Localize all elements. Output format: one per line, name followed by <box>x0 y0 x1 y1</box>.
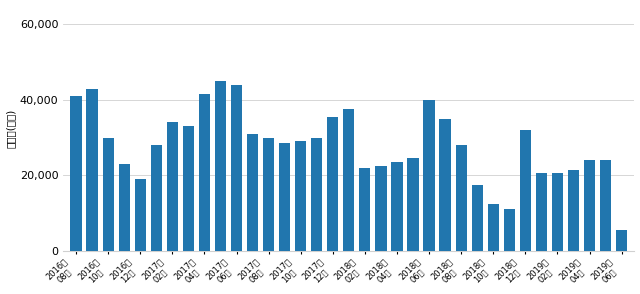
Bar <box>616 230 627 251</box>
Bar <box>215 81 226 251</box>
Bar <box>568 170 579 251</box>
Bar <box>536 173 547 251</box>
Bar <box>600 160 611 251</box>
Bar <box>183 126 194 251</box>
Bar <box>391 162 403 251</box>
Bar <box>166 123 178 251</box>
Bar <box>118 164 130 251</box>
Bar <box>375 166 387 251</box>
Bar <box>247 134 258 251</box>
Bar <box>424 100 435 251</box>
Bar <box>70 96 82 251</box>
Bar <box>472 185 483 251</box>
Bar <box>311 138 323 251</box>
Bar <box>327 117 339 251</box>
Bar <box>343 109 355 251</box>
Bar <box>134 179 146 251</box>
Bar <box>231 85 242 251</box>
Bar <box>102 138 114 251</box>
Bar <box>520 130 531 251</box>
Bar <box>279 143 291 251</box>
Bar <box>86 88 98 251</box>
Bar <box>504 209 515 251</box>
Bar <box>488 203 499 251</box>
Bar <box>584 160 595 251</box>
Y-axis label: 거래량(건수): 거래량(건수) <box>6 108 15 148</box>
Bar <box>263 138 274 251</box>
Bar <box>150 145 162 251</box>
Bar <box>295 141 307 251</box>
Bar <box>359 168 371 251</box>
Bar <box>456 145 467 251</box>
Bar <box>440 119 451 251</box>
Bar <box>199 94 210 251</box>
Bar <box>552 173 563 251</box>
Bar <box>408 158 419 251</box>
